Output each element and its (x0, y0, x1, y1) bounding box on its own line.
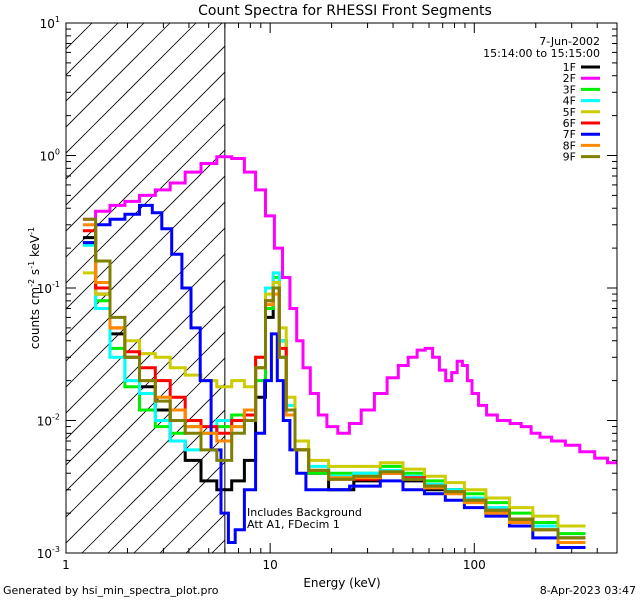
hatch-line (66, 227, 225, 388)
legend-label-4F: 4F (563, 95, 576, 108)
y-tick-label: 10-1 (37, 280, 60, 296)
series-layer (82, 155, 617, 549)
hatch-line (66, 305, 225, 466)
legend-time-range: 15:14:00 to 15:15:00 (483, 47, 600, 60)
hatch-line (66, 23, 197, 154)
legend-label-1F: 1F (563, 61, 576, 74)
series-4F (82, 243, 586, 540)
hatch-line (66, 175, 225, 336)
axis-ticks: 1 10 100 10-3 10-2 10-1 100 101 (37, 15, 618, 572)
series-2F (82, 155, 617, 465)
chart-title: Count Spectra for RHESSI Front Segments (198, 3, 492, 19)
y-tick-label: 10-2 (37, 413, 60, 429)
hatch-line (66, 97, 225, 258)
hatch-line (81, 409, 225, 553)
legend-label-5F: 5F (563, 106, 576, 119)
x-tick-label: 100 (463, 558, 486, 572)
hatch-line (66, 23, 171, 128)
hatch-line (66, 71, 225, 232)
y-tick-label: 101 (40, 15, 60, 31)
series-6F (82, 229, 586, 540)
hatch-line (66, 279, 225, 440)
y-axis-label: counts cm-2 s-1 keV-1 (27, 227, 42, 349)
hatch-line (66, 383, 225, 544)
hatch-line (66, 149, 225, 310)
footer-timestamp: 8-Apr-2023 03:47 (540, 584, 636, 597)
footer-generated-by: Generated by hsi_min_spectra_plot.pro (3, 584, 219, 597)
hatch-line (66, 357, 225, 518)
x-axis-label: Energy (keV) (303, 576, 380, 590)
series-5F (82, 271, 586, 528)
series-8F (82, 223, 586, 544)
series-9F (82, 217, 586, 540)
legend-label-2F: 2F (563, 72, 576, 85)
hatch-line (66, 23, 223, 180)
hatch-line (66, 331, 225, 492)
x-tick-label: 1 (62, 558, 70, 572)
legend-label-7F: 7F (563, 128, 576, 141)
legend-label-3F: 3F (563, 83, 576, 96)
annotation-attenuator: Att A1, FDecim 1 (247, 518, 340, 531)
hatch-line (107, 435, 225, 553)
hatch-line (66, 201, 225, 362)
legend-label-8F: 8F (563, 139, 576, 152)
series-7F (82, 203, 586, 549)
legend-label-9F: 9F (563, 151, 576, 164)
legend-date: 7-Jun-2002 (539, 35, 600, 48)
hatch-line (66, 45, 225, 206)
x-tick-label: 10 (263, 558, 278, 572)
y-tick-label: 100 (40, 148, 60, 164)
legend-label-6F: 6F (563, 117, 576, 130)
y-tick-label: 10-3 (37, 545, 60, 561)
series-1F (82, 236, 586, 540)
annotation-background: Includes Background (247, 506, 362, 519)
